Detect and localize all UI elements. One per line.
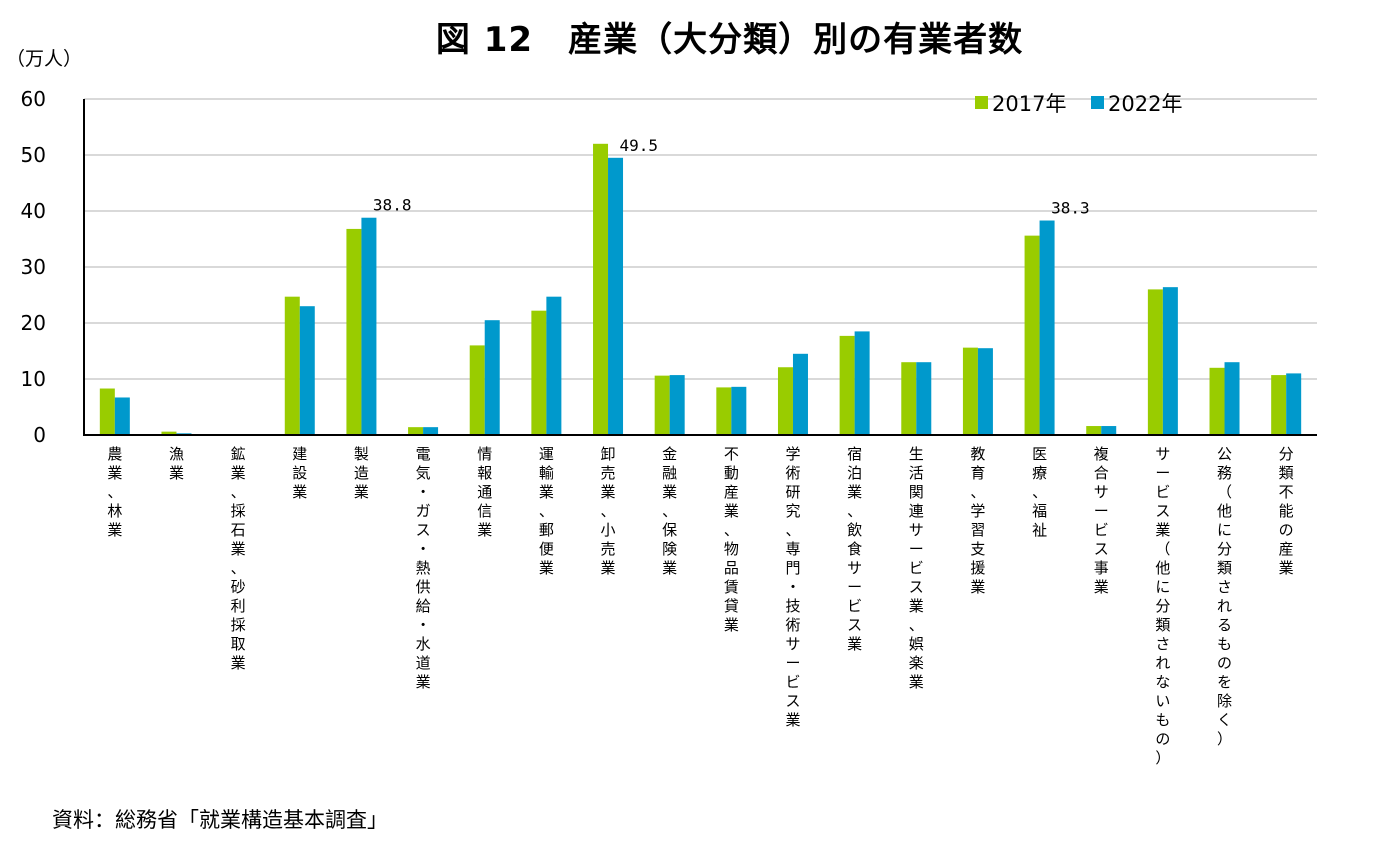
y-tick-label: 0 (33, 423, 46, 447)
x-tick-label: 建設業 (292, 445, 307, 501)
bar-2022-16 (1101, 426, 1117, 435)
legend-swatch-2022 (1091, 96, 1104, 109)
x-tick-label: 鉱業、採石業、砂利採取業 (231, 445, 246, 672)
bar-2017-18 (1209, 367, 1225, 435)
bar-2017-9 (654, 375, 670, 435)
bar-2022-5 (423, 427, 439, 435)
bar-2017-14 (962, 347, 978, 435)
bar-2022-17 (1162, 287, 1178, 435)
gridlines (84, 98, 1317, 380)
x-tick-label: 電気・ガス・熱供給・水道業 (416, 445, 431, 691)
bar-2022-13 (916, 362, 932, 435)
bar-2017-3 (284, 296, 300, 435)
bar-2022-4 (361, 217, 377, 435)
x-tick-label: 製造業 (354, 445, 369, 501)
x-tick-label: 不動産業、物品賃貸業 (724, 445, 739, 634)
y-tick-label: 60 (21, 87, 46, 111)
bar-2017-0 (99, 388, 115, 435)
x-tick-label: 分類不能の産業 (1279, 445, 1294, 577)
bar-2017-15 (1024, 235, 1040, 435)
bar-2022-18 (1224, 362, 1240, 435)
x-tick-label: 情報通信業 (477, 445, 492, 539)
x-tick-label: 運輸業、郵便業 (539, 445, 554, 577)
bar-2017-6 (469, 345, 485, 435)
y-tick-label: 20 (21, 311, 46, 335)
bar-2022-7 (546, 296, 562, 435)
bars (99, 143, 1302, 436)
axes (83, 99, 1317, 436)
legend-label-2017: 2017年 (992, 92, 1066, 116)
x-tick-label: 医療、福祉 (1032, 445, 1047, 539)
bar-2017-8 (593, 143, 609, 436)
bar-2022-9 (669, 375, 685, 435)
data-label: 38.3 (1051, 199, 1090, 218)
source-note: 資料：総務省「就業構造基本調査」 (52, 808, 388, 832)
bar-2022-19 (1286, 373, 1302, 435)
legend-label-2022: 2022年 (1108, 92, 1182, 116)
y-axis-unit-label: （万人） (6, 48, 83, 70)
x-tick-label: 金融業、保険業 (662, 445, 677, 577)
data-label: 49.5 (620, 136, 659, 155)
y-tick-label: 10 (21, 367, 46, 391)
x-tick-label: 複合サービス事業 (1094, 445, 1109, 596)
bar-2022-0 (114, 397, 130, 435)
bar-2017-13 (901, 362, 917, 435)
bar-2017-16 (1086, 426, 1102, 435)
y-tick-label: 30 (21, 255, 46, 279)
bar-2022-3 (299, 306, 315, 435)
x-tick-label: 生活関連サービス業、娯楽業 (909, 445, 924, 691)
legend: 2017年 2022年 (975, 92, 1182, 116)
data-label: 38.8 (373, 196, 412, 215)
bar-2022-15 (1039, 220, 1055, 435)
x-tick-label: 卸売業、小売業 (601, 445, 616, 577)
bar-2022-14 (977, 348, 993, 435)
bar-2022-8 (608, 157, 624, 436)
bar-2017-12 (839, 335, 855, 435)
bar-2017-1 (161, 431, 177, 435)
x-tick-label: 学術研究、専門・技術サービス業 (785, 445, 800, 729)
bar-2017-11 (777, 367, 793, 435)
x-tick-label: 漁業 (169, 445, 184, 482)
bar-2022-11 (792, 353, 808, 435)
legend-swatch-2017 (975, 96, 988, 109)
bar-2017-7 (531, 310, 547, 435)
x-tick-label: サービス業（他に分類されないもの） (1155, 445, 1170, 767)
bar-2022-6 (484, 320, 500, 435)
bar-2017-17 (1147, 289, 1163, 435)
bar-2017-19 (1271, 375, 1287, 435)
x-tick-label: 宿泊業、飲食サービス業 (847, 445, 862, 653)
bar-2017-4 (346, 228, 362, 435)
bar-2017-5 (408, 427, 424, 435)
bar-2022-12 (854, 331, 870, 435)
bar-2022-10 (731, 386, 747, 435)
chart-title: 図 12 産業（大分類）別の有業者数 (435, 20, 1024, 60)
x-tick-label: 農業、林業 (107, 445, 122, 539)
bar-2017-10 (716, 387, 732, 435)
labels: 0 10 20 30 40 50 60 38.8 49.5 38.3 農業、林業 漁業 鉱業、採石業、砂… (21, 87, 1294, 767)
x-tick-label: 教育、学習支援業 (970, 445, 985, 596)
y-tick-label: 50 (21, 143, 46, 167)
y-tick-label: 40 (21, 199, 46, 223)
x-tick-label: 公務（他に分類されるものを除く） (1217, 445, 1232, 748)
